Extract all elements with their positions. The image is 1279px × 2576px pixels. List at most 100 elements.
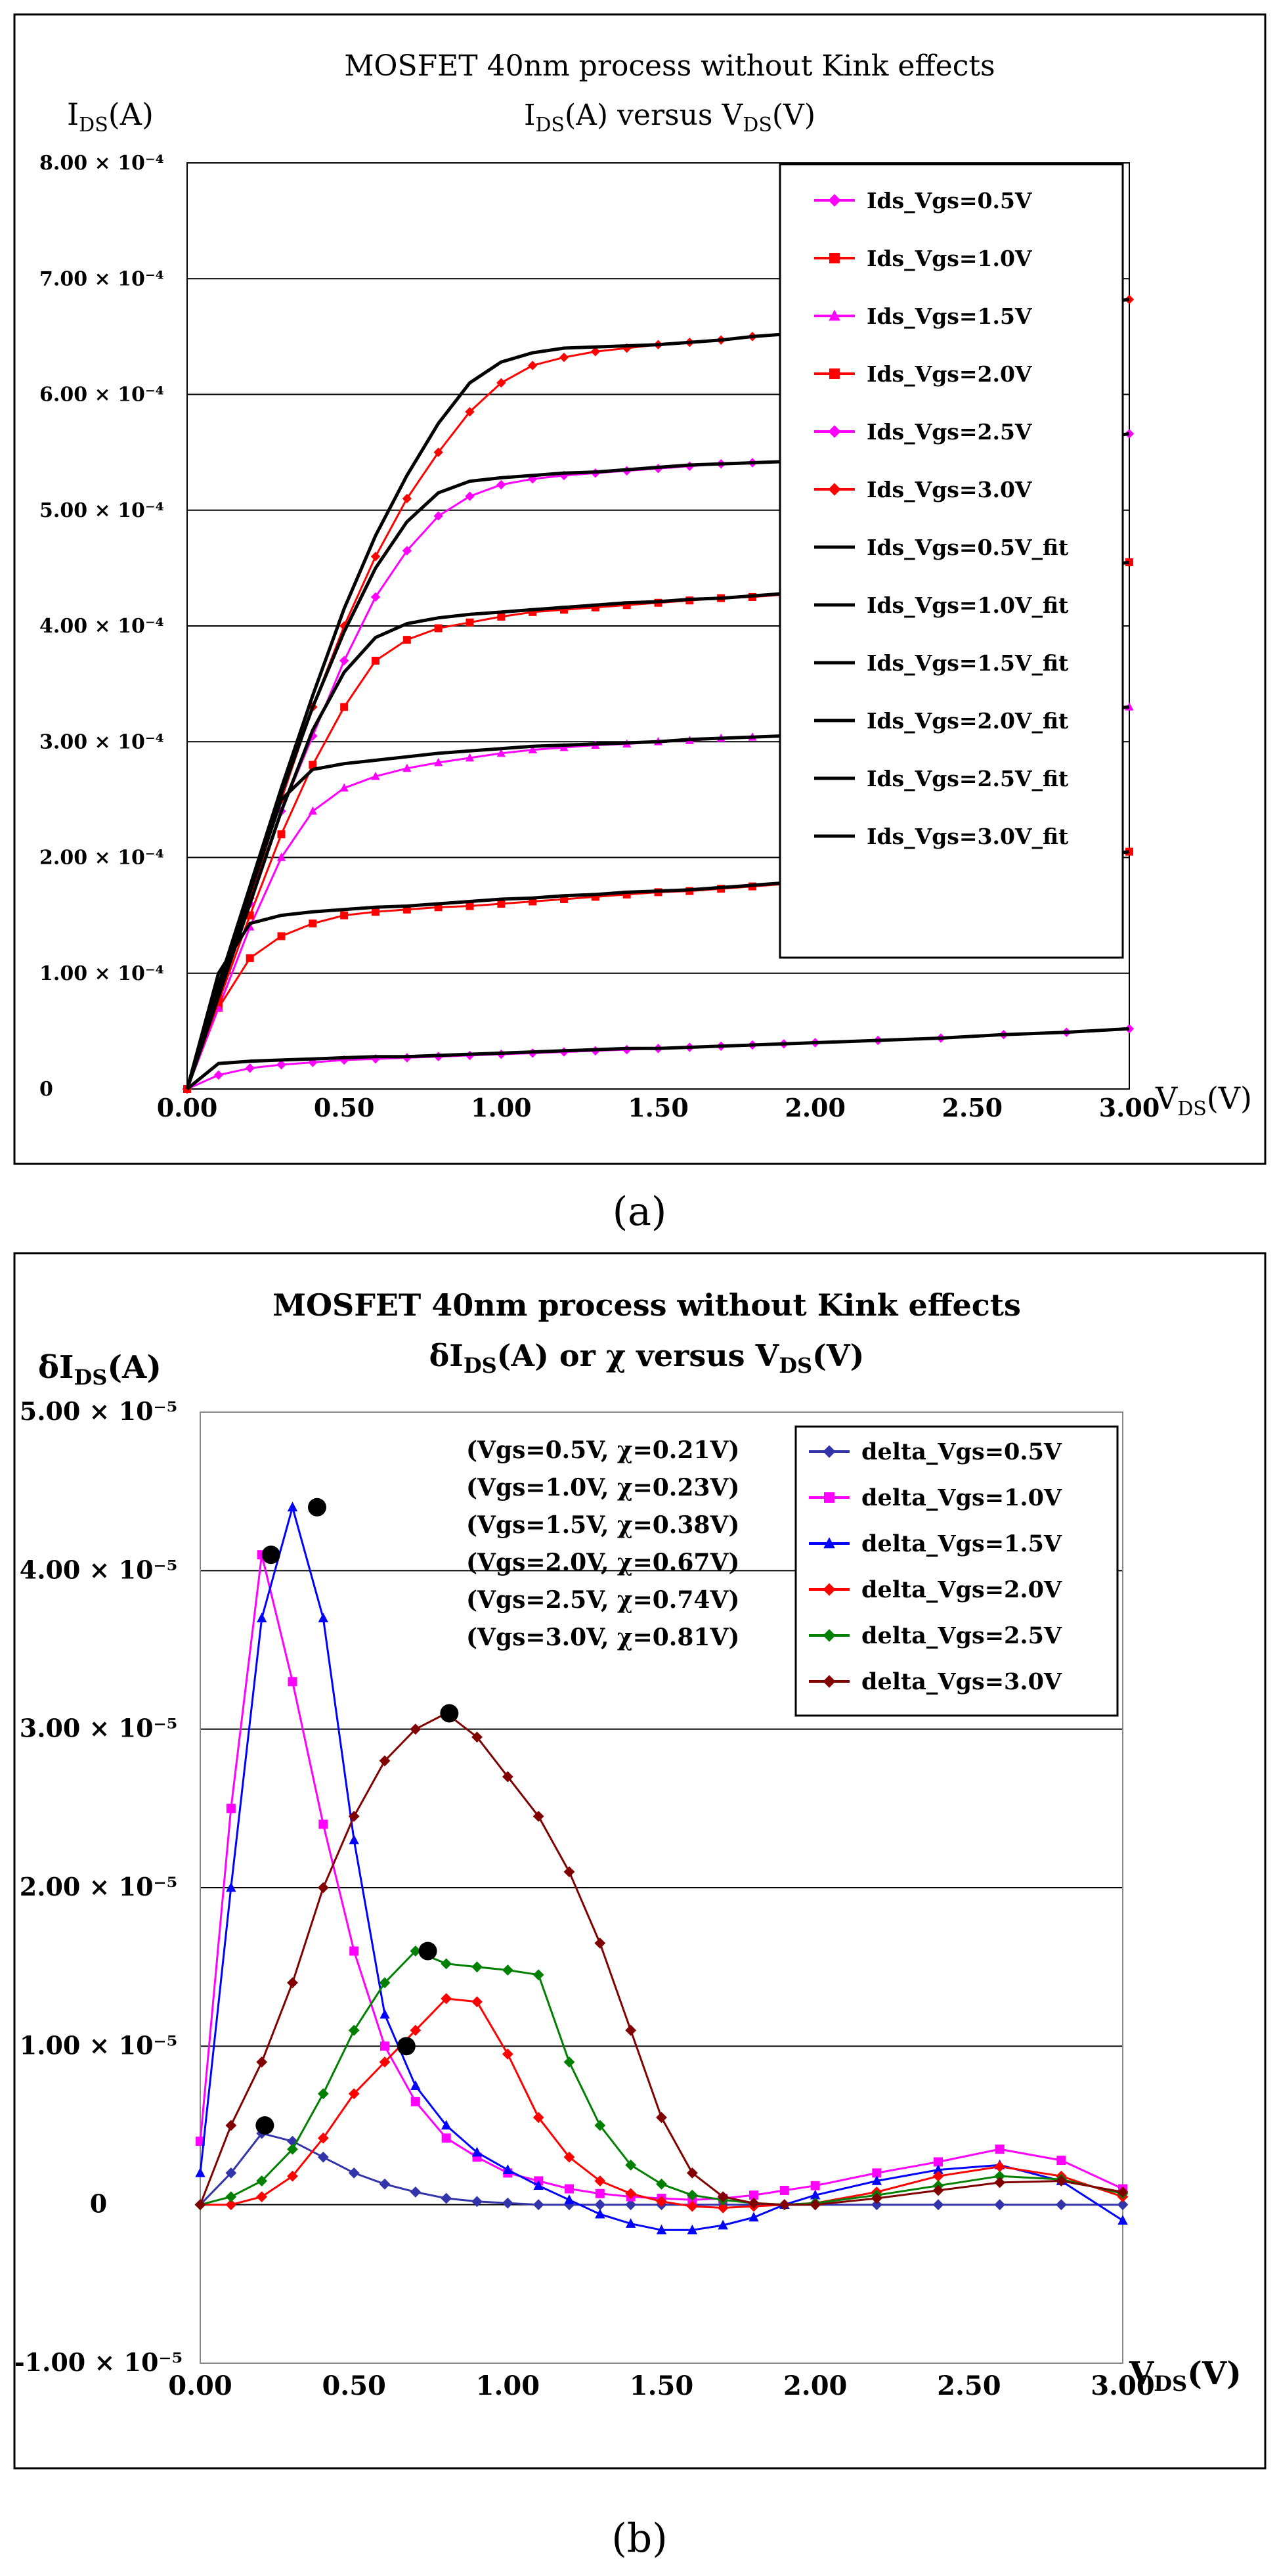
data-point [565, 2184, 574, 2194]
legend-entry: Ids_Vgs=0.5V_fit [867, 535, 1069, 560]
data-point [348, 1811, 360, 1822]
chi-point-2 [261, 1545, 280, 1565]
data-point [527, 361, 538, 370]
x-tick-label: 3.00 [1091, 2370, 1154, 2401]
data-point [532, 1811, 544, 1822]
data-point [932, 2199, 944, 2211]
data-point [532, 2199, 544, 2211]
data-point [308, 806, 317, 815]
panel-a-subtitle: IDS(A) versus VDS(V) [524, 99, 815, 137]
data-point [563, 1866, 575, 1878]
data-point [465, 491, 475, 501]
data-point [340, 703, 349, 711]
x-tick-label: 1.00 [476, 2370, 540, 2401]
legend-marker [823, 1445, 836, 1458]
data-point [1125, 558, 1133, 567]
panel-a-title: MOSFET 40nm process without Kink effects [344, 49, 995, 83]
data-point [686, 2167, 698, 2179]
y-tick-label: 5.00 × 10⁻⁵ [20, 1396, 177, 1426]
legend-entry: Ids_Vgs=2.5V_fit [867, 766, 1069, 791]
legend-marker [828, 483, 841, 496]
data-point [871, 2175, 882, 2185]
legend-marker [828, 425, 841, 438]
chi-point-4 [397, 2037, 416, 2056]
panel-b: MOSFET 40nm process without Kink effects… [13, 1252, 1267, 2470]
data-point [932, 2170, 944, 2182]
data-point [256, 2175, 268, 2187]
data-point [308, 1057, 318, 1067]
chi-point-3 [307, 1498, 326, 1517]
data-point [276, 853, 286, 861]
data-point [595, 2208, 605, 2219]
data-point [625, 2159, 637, 2171]
legend-marker [823, 1675, 836, 1688]
data-point [441, 1993, 452, 2005]
data-point [871, 2192, 882, 2204]
data-point [194, 2199, 206, 2211]
data-point [256, 2191, 268, 2202]
data-point [502, 2197, 513, 2209]
data-point [810, 2199, 821, 2211]
chi-annotation: (Vgs=2.0V, χ=0.67V) [466, 1549, 739, 1576]
data-point [348, 2088, 360, 2100]
series-line [199, 1503, 1123, 2231]
data-point [471, 1961, 483, 1973]
data-point [317, 2088, 329, 2100]
data-point [402, 636, 411, 644]
chi-point-1 [255, 2116, 274, 2135]
data-point [434, 757, 443, 766]
data-point [213, 1070, 224, 1080]
series-ids-vgs-0-5v-fit [186, 1027, 1130, 1090]
data-point [370, 592, 381, 602]
data-point [748, 2211, 759, 2222]
data-point [471, 2196, 483, 2208]
legend-entry: Ids_Vgs=1.5V_fit [867, 650, 1069, 676]
data-point [349, 1834, 359, 1844]
data-point [1056, 2156, 1066, 2165]
data-point [441, 1958, 452, 1970]
data-point [402, 763, 412, 772]
data-point [379, 1977, 391, 1989]
data-point [594, 2175, 606, 2187]
legend-entry: Ids_Vgs=0.5V [867, 188, 1033, 213]
data-point [872, 2168, 882, 2178]
data-point [349, 1946, 359, 1956]
panel-a-x-tick-labels: 0.00 0.50 1.00 1.50 2.00 2.50 3.00 [157, 1093, 1160, 1122]
y-tick-label: 4.00 × 10⁻⁴ [39, 615, 164, 638]
legend-entry: delta_Vgs=2.0V [861, 1576, 1062, 1603]
panel-a-y-tick-labels: 0 1.00 × 10⁻⁴ 2.00 × 10⁻⁴ 3.00 × 10⁻⁴ 4.00 ×… [39, 152, 164, 1101]
series-line [200, 1949, 1123, 2206]
data-point [625, 2188, 637, 2200]
data-point [717, 2202, 729, 2213]
series-delta-vgs-2-0v [194, 1993, 1129, 2213]
panel-b-legend: delta_Vgs=0.5V delta_Vgs=1.0V delta_Vgs=1.… [794, 1425, 1119, 1717]
data-point [1117, 2215, 1128, 2225]
data-point [317, 1882, 329, 1894]
data-point [276, 1059, 286, 1070]
legend-entry: Ids_Vgs=3.0V [867, 477, 1033, 502]
x-tick-label: 0.00 [168, 2370, 232, 2401]
data-point [441, 2120, 452, 2130]
chi-point-5 [418, 1942, 437, 1961]
legend-entry: delta_Vgs=1.0V [861, 1484, 1062, 1511]
data-point [502, 2164, 513, 2174]
legend-marker [823, 1537, 835, 1549]
data-point [625, 2024, 637, 2036]
x-tick-label: 1.50 [628, 1093, 689, 1122]
x-tick-label: 0.50 [322, 2370, 385, 2401]
chi-annotation: (Vgs=2.5V, χ=0.74V) [466, 1586, 739, 1614]
panel-b-xlabel: VDS(V) [1129, 2355, 1242, 2396]
data-point [225, 2167, 237, 2179]
data-point [471, 2146, 483, 2157]
panel-a-legend: Ids_Vgs=0.5V Ids_Vgs=1.0V Ids_Vgs=1.5V Ids_… [779, 163, 1124, 959]
data-point [318, 1612, 329, 1623]
panel-b-x-tick-labels: 0.00 0.50 1.00 1.50 2.00 2.50 3.00 [168, 2370, 1154, 2401]
data-point [226, 1882, 236, 1892]
data-point [717, 2191, 729, 2202]
panel-b-plot-area [200, 1411, 1123, 2364]
data-point [245, 1063, 255, 1073]
data-point [370, 1054, 381, 1064]
data-point [1124, 294, 1135, 305]
data-point [994, 2170, 1006, 2182]
